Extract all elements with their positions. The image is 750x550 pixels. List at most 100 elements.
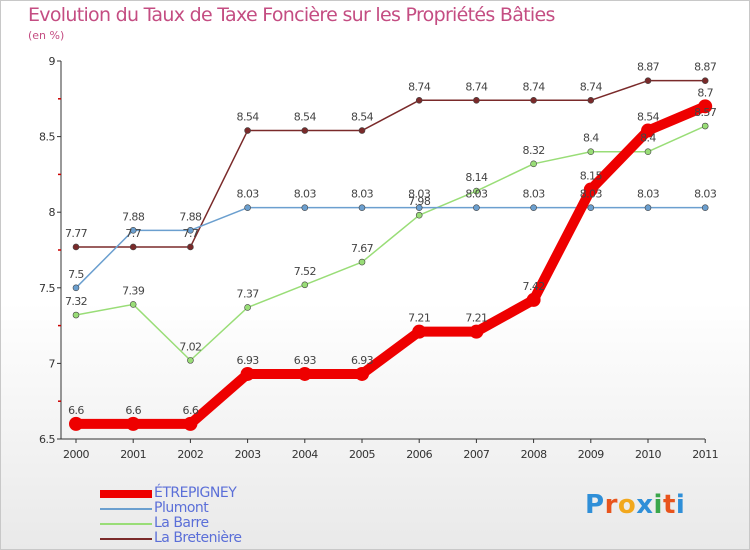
y-tick-label: 7.5 [39,282,55,295]
data-point [473,97,480,104]
data-label: 7.5 [68,268,84,281]
x-tick-label: 2010 [635,448,661,461]
data-label: 8.54 [294,111,317,124]
data-point [301,127,309,134]
data-label: 6.93 [294,354,317,367]
y-tick-label: 8.5 [39,131,55,144]
data-point [530,97,537,104]
legend-label: La Bretenière [154,530,242,546]
data-label: 7.77 [65,227,88,240]
data-label: 8.03 [694,188,717,201]
data-label: 8.03 [351,188,374,201]
data-label: 7.02 [179,340,201,353]
line-chart: 6.5 7 7.5 8 8.5 9 2000 2001 2002 2003 2004 2005 2006… [39,55,719,461]
data-point [72,243,80,251]
x-tick-label: 2004 [292,448,318,461]
data-label: 7.88 [179,210,202,223]
legend-label: Plumont [154,500,209,516]
data-label: 8.03 [465,188,488,201]
data-point [187,243,194,251]
data-label: 7.21 [408,312,430,325]
data-label: 8.32 [523,144,545,157]
x-tick-label: 2000 [63,448,89,461]
data-label: 8.03 [237,188,260,201]
data-point [644,77,652,84]
data-label: 6.6 [68,404,84,417]
data-point [526,292,541,307]
data-label: 7.42 [523,280,545,293]
data-label: 8.54 [637,111,660,124]
series-plumont [72,204,709,292]
data-point [415,97,423,104]
series-line [75,206,706,289]
data-point [644,148,652,156]
series-line [75,79,706,248]
data-label: 8.03 [523,188,546,201]
data-label: 8.15 [580,170,603,183]
data-label: 8.14 [465,171,488,184]
x-tick-label: 2003 [235,448,261,461]
logo-letter: i [653,490,663,520]
data-label: 6.93 [351,354,374,367]
data-label: 8.57 [694,106,717,119]
data-label: 8.87 [637,61,660,74]
series-la-barre [72,122,709,364]
data-label: 6.6 [125,404,141,417]
data-label: 8.74 [465,80,488,93]
data-point [72,311,80,319]
data-label: 7.21 [465,312,487,325]
data-label: 8.54 [351,111,374,124]
data-point [473,204,480,211]
logo-letter: x [636,490,654,520]
data-point [183,416,198,431]
data-point [415,211,423,219]
data-point [415,204,423,211]
data-point [301,204,309,211]
legend-swatch [100,508,152,510]
data-label: 7.67 [351,242,374,255]
data-label: 8.03 [580,188,603,201]
data-label: 8.74 [408,80,431,93]
data-point [701,122,709,130]
data-point [69,416,83,431]
legend-swatch [100,490,152,498]
legend-swatch [100,538,152,540]
data-point [240,366,255,381]
data-point [587,204,595,211]
data-point [187,357,194,364]
x-tick-label: 2011 [692,448,718,461]
data-label: 8.03 [637,188,660,201]
y-tick-label: 7 [49,357,56,370]
data-label: 8.54 [237,111,260,124]
data-point [587,148,595,156]
series-line [71,101,711,429]
x-tick-label: 2007 [463,448,489,461]
data-point [187,227,194,234]
x-tick-label: 2008 [521,448,547,461]
x-tick-label: 2009 [578,448,604,461]
data-label: 8.03 [408,188,431,201]
data-point [358,127,366,134]
data-point [641,123,655,138]
proxiti-logo: Proxiti [585,490,685,520]
data-label: 7.32 [65,295,87,308]
data-point [698,99,713,114]
data-point [126,416,141,431]
data-point [469,324,484,339]
logo-letter: i [675,490,686,520]
data-label: 8.4 [583,132,599,145]
data-label: 7.37 [237,287,260,300]
data-label: 8.03 [294,188,317,201]
data-label: 7.7 [183,227,199,240]
x-tick-label: 2006 [406,448,432,461]
x-tick-label: 2001 [120,448,146,461]
data-point [701,77,709,84]
series-la-breteni-re [72,77,709,251]
data-point [644,204,652,211]
legend-label: La Barre [154,515,209,531]
data-point [301,281,309,289]
data-label: 7.52 [294,265,316,278]
data-point [297,366,312,381]
data-point [358,204,366,211]
data-point [587,97,595,104]
